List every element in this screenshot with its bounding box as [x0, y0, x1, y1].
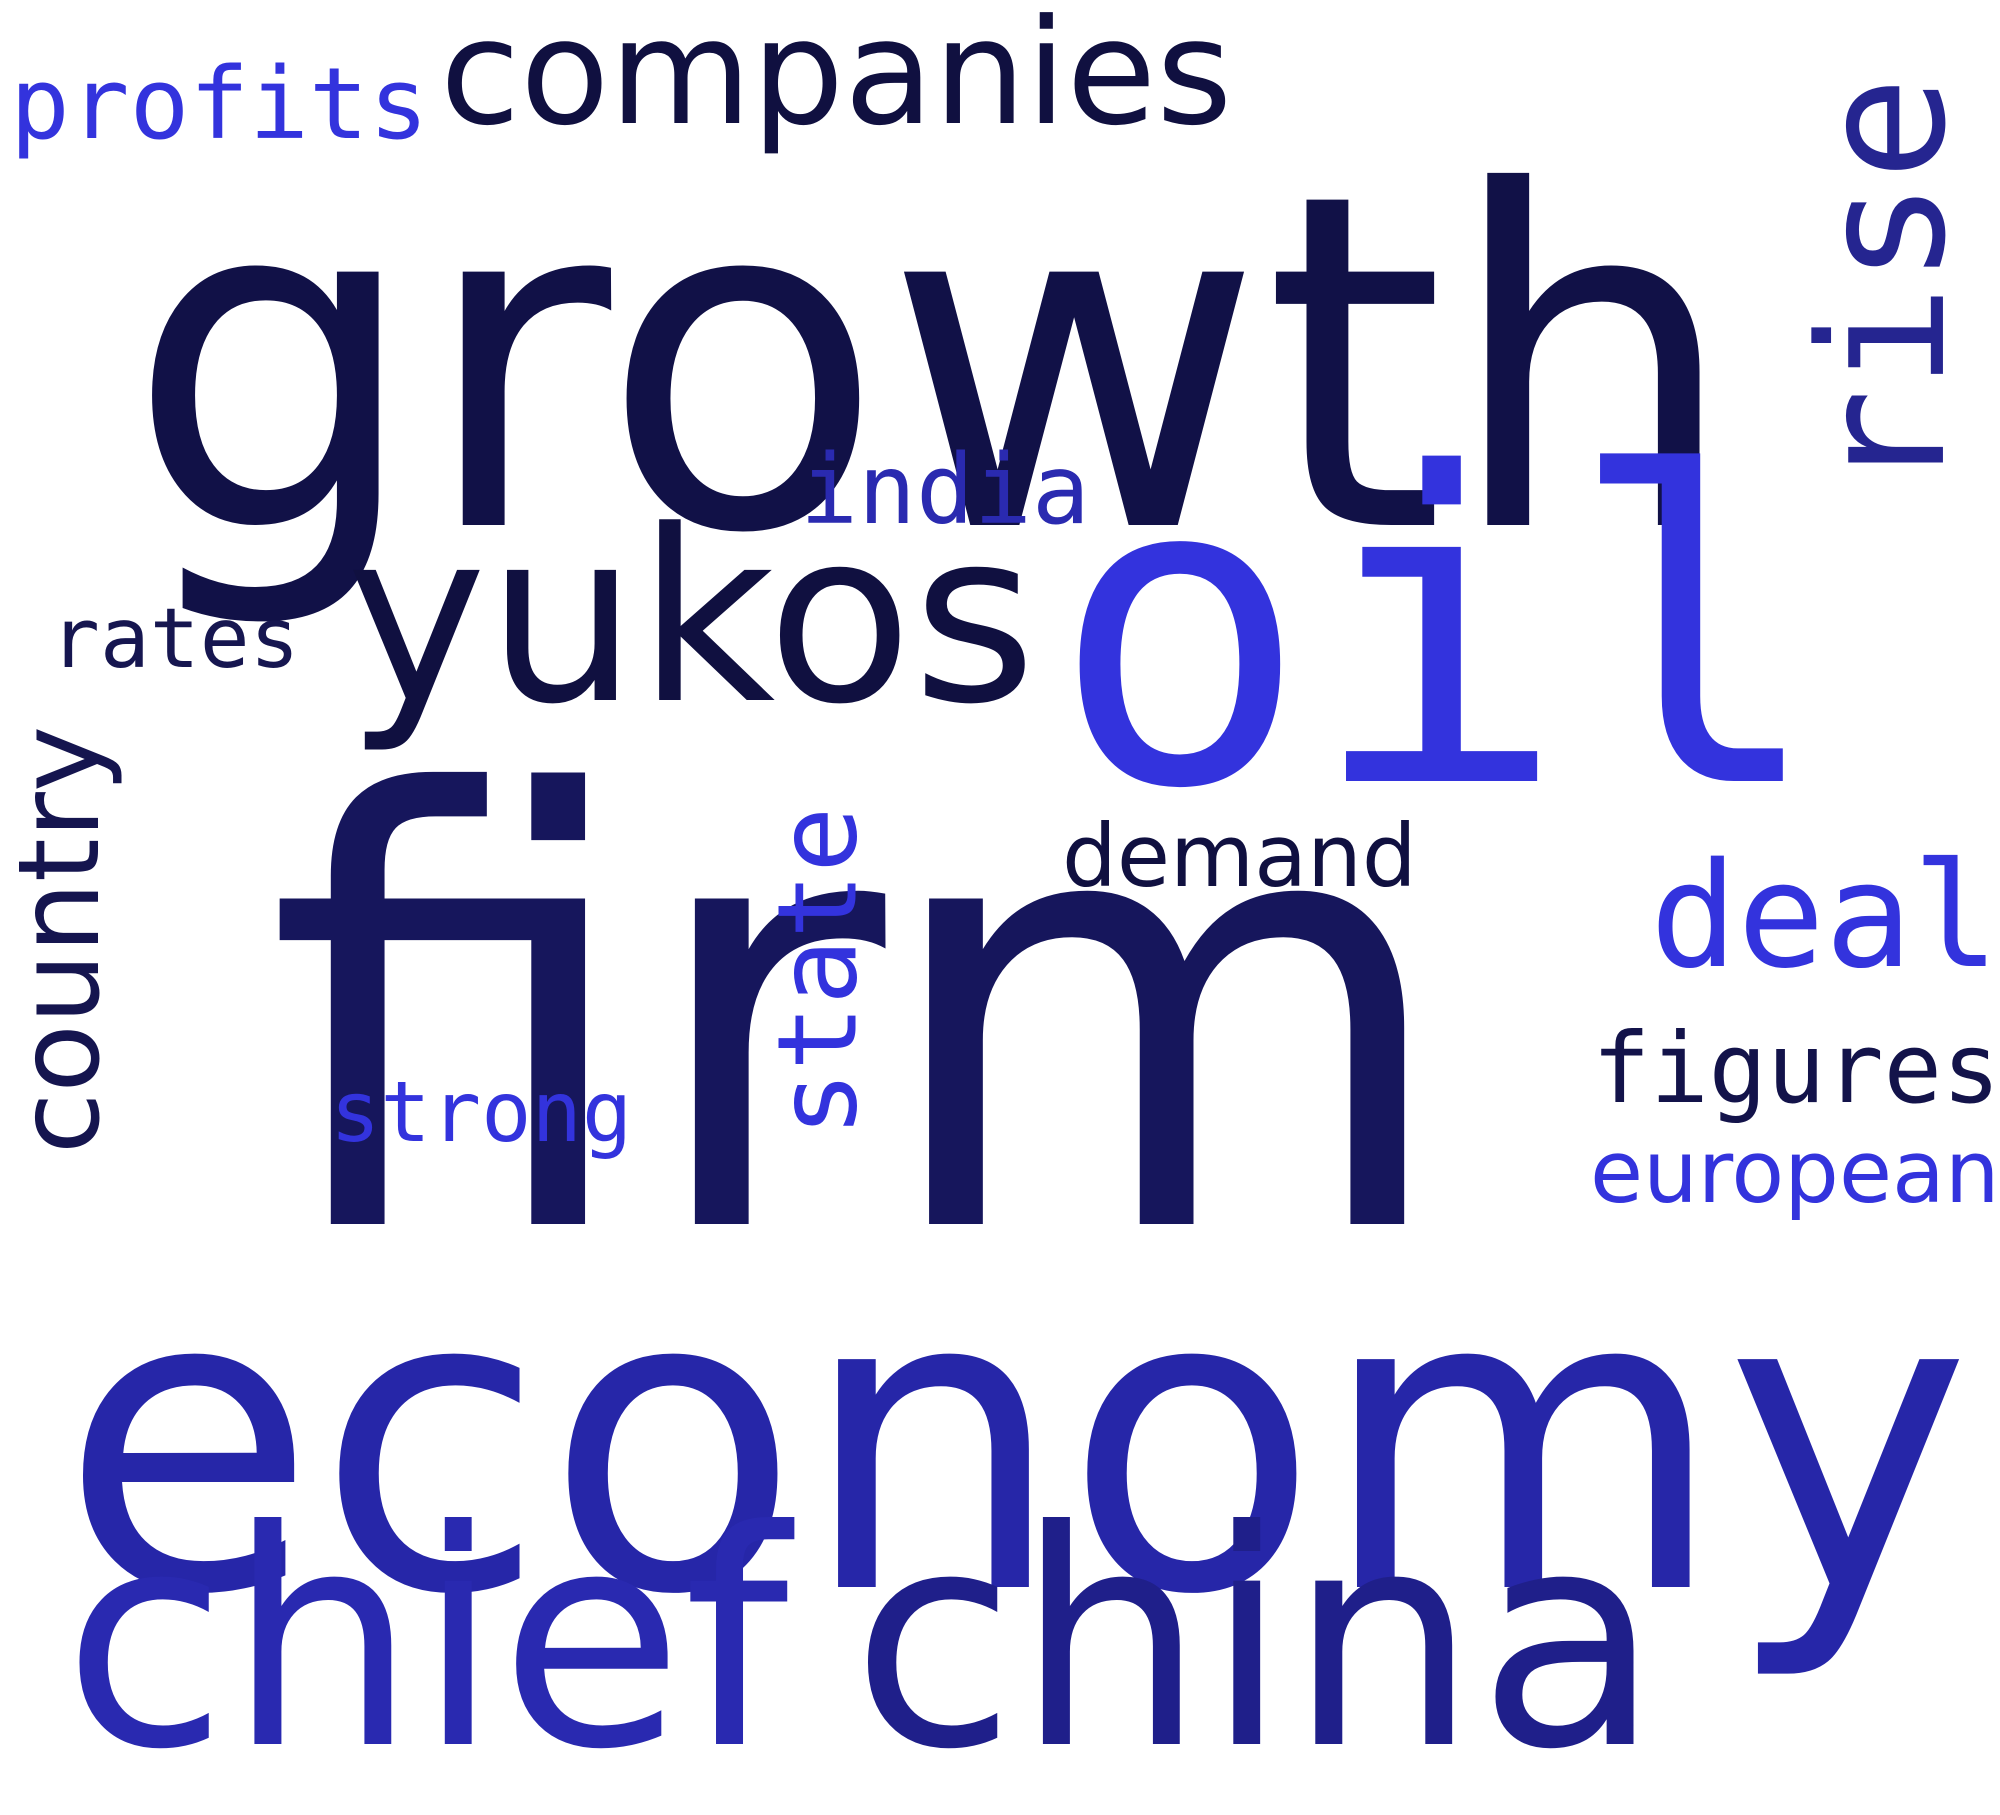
word-chief: chief — [63, 1468, 789, 1815]
word-economy: economy — [60, 1201, 1972, 1686]
word-firm: firm — [266, 672, 1455, 1365]
word-country: country — [0, 725, 125, 1155]
word-strong: strong — [330, 1063, 633, 1161]
word-european: european — [1590, 1123, 2000, 1223]
word-china: china — [851, 1468, 1661, 1815]
word-deal: deal — [1650, 831, 2000, 1001]
word-india: india — [800, 434, 1090, 546]
word-companies: companies — [440, 0, 1233, 158]
word-oil: oil — [1051, 383, 1825, 882]
word-rates: rates — [50, 589, 300, 687]
word-yukos: yukos — [346, 480, 1037, 757]
word-rise: rise — [1781, 75, 1984, 493]
word-demand: demand — [1062, 807, 1417, 907]
word-figures: figures — [1592, 1011, 2000, 1125]
word-growth: growth — [126, 95, 1739, 635]
word-state: state — [752, 806, 881, 1138]
word-profits: profits — [10, 47, 429, 162]
